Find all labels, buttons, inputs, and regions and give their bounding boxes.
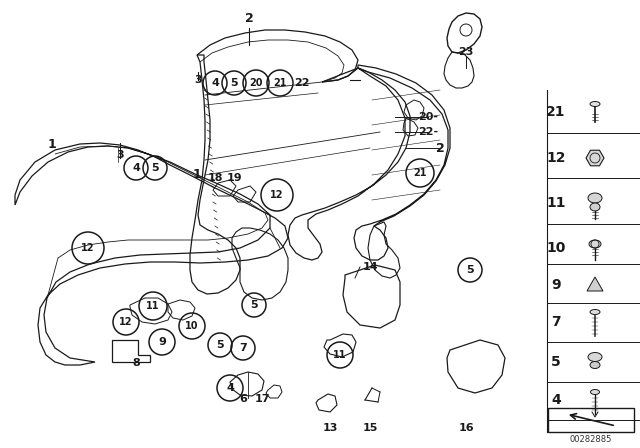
Text: 9: 9 xyxy=(551,278,561,292)
Ellipse shape xyxy=(589,240,601,248)
Text: 15: 15 xyxy=(362,423,378,433)
Ellipse shape xyxy=(590,203,600,211)
Text: 19: 19 xyxy=(227,173,243,183)
Text: 4: 4 xyxy=(211,78,219,88)
Text: 20: 20 xyxy=(249,78,263,88)
Ellipse shape xyxy=(590,102,600,107)
Text: 5: 5 xyxy=(216,340,224,350)
Text: 4: 4 xyxy=(132,163,140,173)
Text: 00282885: 00282885 xyxy=(570,435,612,444)
Ellipse shape xyxy=(588,353,602,362)
Text: 5: 5 xyxy=(151,163,159,173)
Text: 12: 12 xyxy=(547,151,566,165)
Text: 12: 12 xyxy=(81,243,95,253)
Text: 3: 3 xyxy=(194,75,202,85)
Text: 1: 1 xyxy=(47,138,56,151)
Text: 4: 4 xyxy=(551,393,561,407)
Text: 21: 21 xyxy=(413,168,427,178)
Text: 5: 5 xyxy=(466,265,474,275)
Polygon shape xyxy=(587,277,603,291)
Text: 21: 21 xyxy=(547,105,566,119)
Text: 12: 12 xyxy=(119,317,132,327)
Text: 17: 17 xyxy=(254,394,269,404)
Text: 3: 3 xyxy=(116,150,124,160)
Text: 11: 11 xyxy=(547,196,566,210)
Ellipse shape xyxy=(588,193,602,203)
Text: 4: 4 xyxy=(226,383,234,393)
Text: 21: 21 xyxy=(273,78,287,88)
Text: 18: 18 xyxy=(207,173,223,183)
Text: 11: 11 xyxy=(333,350,347,360)
Text: 7: 7 xyxy=(239,343,247,353)
Text: 16: 16 xyxy=(459,423,475,433)
Text: 22-: 22- xyxy=(418,127,438,137)
Polygon shape xyxy=(586,150,604,166)
Text: 13: 13 xyxy=(323,423,338,433)
Text: 5: 5 xyxy=(250,300,258,310)
Ellipse shape xyxy=(591,389,600,395)
Text: 12: 12 xyxy=(270,190,284,200)
Text: 9: 9 xyxy=(158,337,166,347)
Text: 5: 5 xyxy=(230,78,238,88)
Text: 1: 1 xyxy=(193,168,202,181)
Text: 5: 5 xyxy=(551,355,561,369)
Text: 10: 10 xyxy=(547,241,566,255)
Text: 6: 6 xyxy=(239,394,247,404)
Text: 20-: 20- xyxy=(418,112,438,122)
Bar xyxy=(548,408,634,432)
Text: 14: 14 xyxy=(362,262,378,272)
Ellipse shape xyxy=(590,362,600,369)
Text: 2: 2 xyxy=(244,12,253,25)
Text: 10: 10 xyxy=(185,321,199,331)
Text: 7: 7 xyxy=(551,315,561,329)
Text: 22: 22 xyxy=(294,78,310,88)
Text: 2: 2 xyxy=(436,142,444,155)
Ellipse shape xyxy=(590,310,600,314)
Text: 8: 8 xyxy=(132,358,140,368)
Text: 23: 23 xyxy=(458,47,474,57)
Text: 11: 11 xyxy=(147,301,160,311)
